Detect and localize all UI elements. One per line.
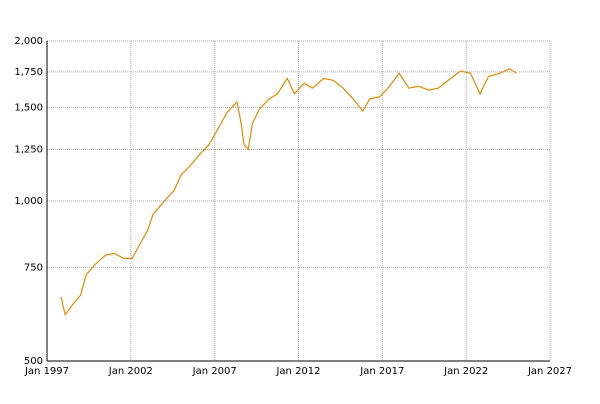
y-tick-label: 1,250: [14, 144, 43, 155]
x-tick-label: Jan 2022: [443, 366, 488, 377]
x-tick-label: Jan 2017: [359, 366, 404, 377]
y-tick-label: 500: [24, 356, 43, 367]
x-tick-label: Jan 2027: [527, 366, 572, 377]
y-tick-label: 750: [24, 262, 43, 273]
y-tick-label: 2,000: [14, 36, 43, 47]
x-tick-label: Jan 2012: [275, 366, 320, 377]
x-tick-label: Jan 1997: [24, 366, 69, 377]
x-tick-label: Jan 2002: [108, 366, 153, 377]
y-tick-label: 1,000: [14, 196, 43, 207]
line: [60, 68, 517, 317]
y-tick-label: 1,500: [14, 102, 43, 113]
x-tick-label: Jan 2007: [192, 366, 237, 377]
y-tick-label: 1,750: [14, 67, 43, 78]
